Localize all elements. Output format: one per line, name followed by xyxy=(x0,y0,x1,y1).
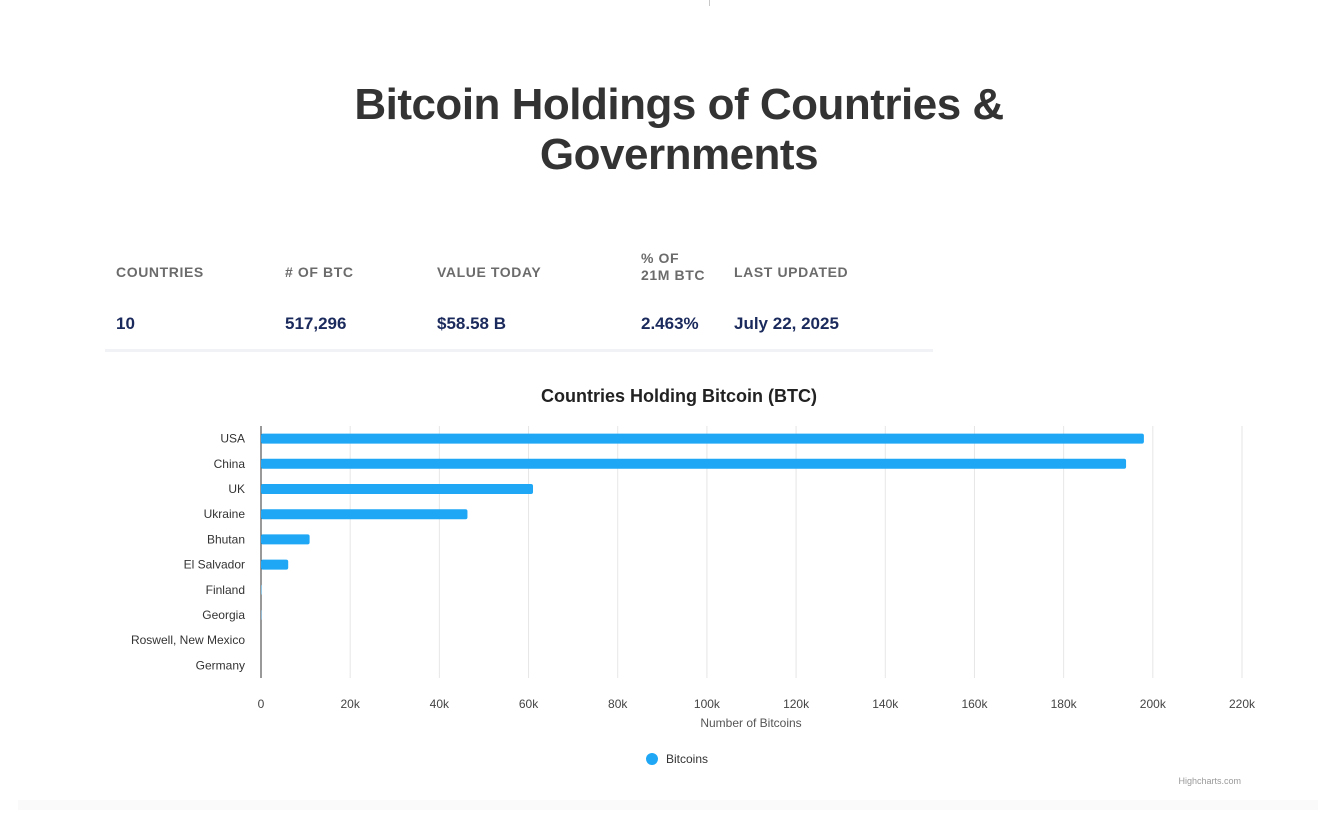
stat-last-updated: LAST UPDATED July 22, 2025 xyxy=(734,250,849,333)
category-label: Bhutan xyxy=(207,532,245,546)
stat-last-updated-label: LAST UPDATED xyxy=(734,264,849,280)
page-title-line2: Governments xyxy=(539,130,819,179)
x-tick-label: 220k xyxy=(1229,697,1256,711)
bar[interactable] xyxy=(261,559,289,570)
x-tick-label: 180k xyxy=(1051,697,1078,711)
stat-btc-value: 517,296 xyxy=(285,314,347,333)
stat-last-updated-value: July 22, 2025 xyxy=(734,314,839,333)
legend-label[interactable]: Bitcoins xyxy=(666,752,708,766)
x-tick-label: 60k xyxy=(519,697,539,711)
stat-percent-label-line1: % OF xyxy=(641,250,680,266)
stat-value-today-value: $58.58 B xyxy=(437,314,506,333)
chart-legend[interactable]: Bitcoins xyxy=(646,752,708,766)
x-tick-label: 140k xyxy=(872,697,899,711)
x-tick-label: 40k xyxy=(430,697,450,711)
stats-summary: COUNTRIES 10 # OF BTC 517,296 VALUE TODA… xyxy=(105,250,933,352)
category-label: Finland xyxy=(206,583,245,597)
category-label: Roswell, New Mexico xyxy=(131,633,245,647)
x-tick-label: 160k xyxy=(961,697,988,711)
legend-marker-icon xyxy=(646,753,658,765)
page-title-line1: Bitcoin Holdings of Countries & xyxy=(354,80,1004,129)
bar[interactable] xyxy=(261,509,468,520)
bar-chart-svg: Countries Holding Bitcoin (BTC) USA China… xyxy=(131,386,1256,786)
category-label: El Salvador xyxy=(184,558,245,572)
chart-credits[interactable]: Highcharts.com xyxy=(1178,776,1241,786)
x-tick-label: 120k xyxy=(783,697,810,711)
stat-percent-value: 2.463% xyxy=(641,314,699,333)
chart-bars xyxy=(261,433,1144,620)
bar-chart: Countries Holding Bitcoin (BTC) USA China… xyxy=(0,370,1342,810)
category-label: Ukraine xyxy=(204,507,246,521)
x-tick-label: 80k xyxy=(608,697,628,711)
x-tick-label: 100k xyxy=(694,697,721,711)
chart-title: Countries Holding Bitcoin (BTC) xyxy=(541,386,817,406)
stat-countries-value: 10 xyxy=(116,314,135,333)
x-tick-label: 0 xyxy=(258,697,265,711)
chart-x-tick-labels: 0 20k 40k 60k 80k 100k 120k 140k 160k 180k 200k 220… xyxy=(258,697,1256,711)
top-divider-tick xyxy=(709,0,710,6)
bar[interactable] xyxy=(261,484,534,494)
page-title: Bitcoin Holdings of Countries & Governme… xyxy=(0,80,1342,180)
bottom-fade xyxy=(18,800,1318,810)
stat-countries-label: COUNTRIES xyxy=(116,264,204,280)
x-tick-label: 20k xyxy=(341,697,361,711)
stat-countries: COUNTRIES 10 xyxy=(116,250,204,333)
stat-percent-supply: % OF 21M BTC 2.463% xyxy=(641,250,721,333)
stat-percent-label-line2: 21M BTC xyxy=(641,267,706,283)
x-axis-title: Number of Bitcoins xyxy=(700,716,801,730)
stat-btc-label: # OF BTC xyxy=(285,264,354,280)
stat-percent-label: % OF 21M BTC xyxy=(641,250,721,284)
category-label: Georgia xyxy=(202,608,245,622)
category-label: China xyxy=(214,457,246,471)
category-label: UK xyxy=(228,482,245,496)
x-tick-label: 200k xyxy=(1140,697,1167,711)
stat-btc: # OF BTC 517,296 xyxy=(285,250,354,333)
chart-category-labels: USA China UK Ukraine Bhutan El Salvador Finlan… xyxy=(131,432,245,673)
bar[interactable] xyxy=(261,534,310,545)
stat-value-today-label: VALUE TODAY xyxy=(437,264,542,280)
bar[interactable] xyxy=(261,458,1127,469)
bar[interactable] xyxy=(261,433,1144,444)
category-label: USA xyxy=(220,432,245,446)
stat-value-today: VALUE TODAY $58.58 B xyxy=(437,250,542,333)
category-label: Germany xyxy=(196,658,245,672)
